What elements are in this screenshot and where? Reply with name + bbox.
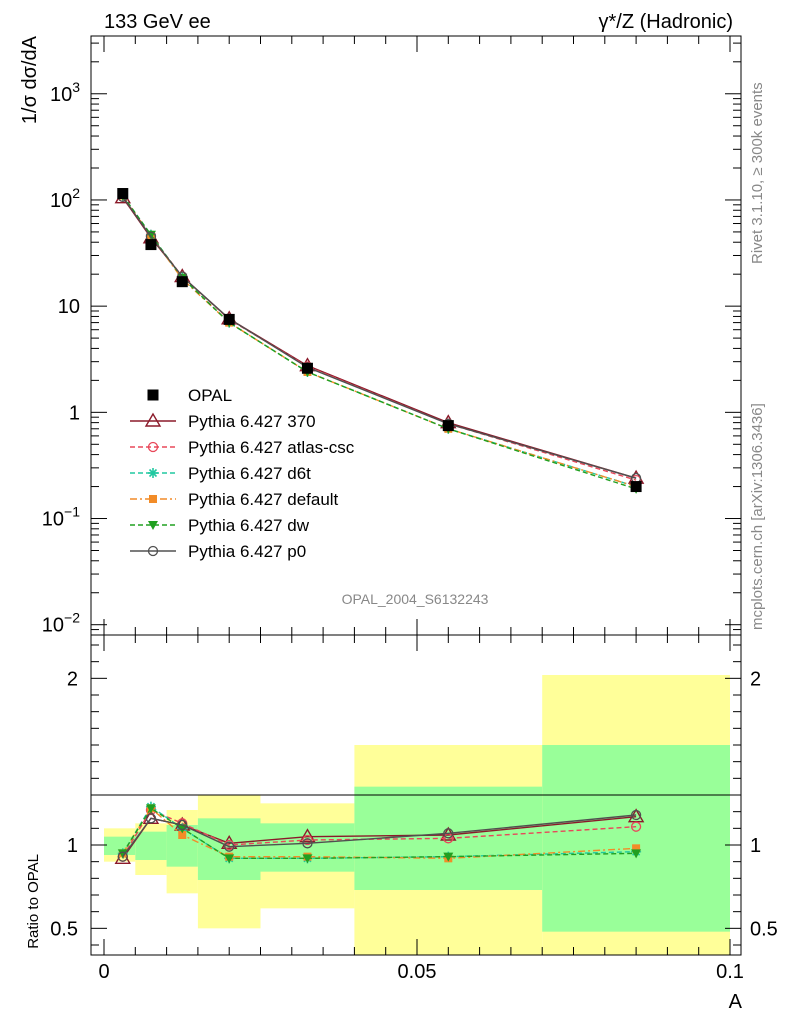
- x-tick-label: 0.05: [398, 961, 437, 983]
- ratio-point-dw: [145, 804, 156, 814]
- legend-item-default: Pythia 6.427 default: [130, 490, 339, 509]
- main-y-tick-label: 102: [50, 185, 80, 212]
- analysis-watermark: OPAL_2004_S6132243: [342, 591, 489, 607]
- ratio-point-p0: [177, 819, 188, 831]
- legend-label: Pythia 6.427 d6t: [188, 464, 311, 483]
- title-right: γ*/Z (Hadronic): [599, 11, 733, 33]
- ratio-series-dw: [117, 804, 642, 864]
- ratio-y-tick-labels: 2 2 1 1 0.5 0.5: [50, 668, 778, 940]
- ratio-band-inner: [135, 831, 167, 860]
- ratio-point-dw: [302, 854, 313, 864]
- x-tick-label: 0.1: [716, 961, 744, 983]
- ratio-point-p0: [145, 813, 157, 824]
- ratio-point-p0: [630, 809, 642, 821]
- ratio-line-p0: [122, 814, 637, 858]
- data-point-opal: [223, 313, 235, 325]
- data-point-opal: [145, 239, 157, 251]
- legend-label: Pythia 6.427 p0: [188, 542, 306, 561]
- ratio-line-atlas: [122, 809, 637, 858]
- ratio-y-tick-label-left: 1: [67, 835, 78, 857]
- ratio-point-dw: [443, 852, 454, 862]
- ratio-y-tick-label-right: 1: [750, 835, 761, 857]
- ratio-point-p0: [443, 828, 454, 839]
- ratio-error-bands: [104, 675, 730, 955]
- ratio-panel-frame: [90, 634, 742, 956]
- legend-marker: [147, 545, 159, 557]
- legend-item-dw: Pythia 6.427 dw: [130, 516, 310, 535]
- main-y-axis-label: 1/σ dσ/dA: [19, 35, 41, 124]
- data-point-opal: [176, 276, 188, 288]
- legend-label: OPAL: [188, 386, 232, 405]
- ratio-series-p0: [117, 809, 642, 862]
- legend-item-atlas: Pythia 6.427 atlas-csc: [130, 438, 355, 457]
- ratio-panel-series: [114, 801, 645, 865]
- legend-marker: [144, 412, 162, 427]
- ratio-point-default: [178, 831, 187, 839]
- data-point-opal: [117, 188, 129, 200]
- legend-item-d6t: Pythia 6.427 d6t: [130, 464, 311, 483]
- main-y-tick-label: 103: [50, 79, 80, 106]
- data-point-opal: [301, 362, 313, 374]
- series-opal: [117, 188, 642, 493]
- main-y-tick-label: 1: [69, 402, 80, 424]
- ratio-point-dw: [117, 849, 128, 859]
- series-line-p370: [122, 197, 637, 479]
- main-panel-series: [114, 188, 645, 494]
- ratio-panel-ticks: [91, 635, 741, 955]
- x-tick-labels: 0 0.05 0.1: [98, 961, 743, 983]
- legend-label: Pythia 6.427 atlas-csc: [188, 438, 355, 457]
- ratio-point-atlas: [630, 821, 642, 832]
- ratio-point-dw: [631, 849, 642, 859]
- title-left: 133 GeV ee: [104, 11, 211, 33]
- main-panel-ticks: [91, 36, 741, 636]
- ratio-point-p0: [224, 841, 235, 852]
- rivet-version-label: Rivet 3.1.10, ≥ 300k events: [749, 82, 766, 264]
- ratio-y-tick-label-left: 2: [67, 668, 78, 690]
- ratio-point-p0: [117, 851, 128, 862]
- ratio-y-tick-label-left: 0.5: [50, 918, 78, 940]
- legend-marker: [147, 389, 159, 401]
- data-point-opal: [442, 420, 454, 432]
- legend-item-opal: OPAL: [147, 386, 232, 405]
- mcplots-label: mcplots.cern.ch [arXiv:1306.3436]: [749, 403, 766, 630]
- legend-item-p0: Pythia 6.427 p0: [130, 542, 306, 561]
- main-y-tick-label: 10: [58, 296, 80, 318]
- ratio-y-tick-label-right: 0.5: [750, 918, 778, 940]
- legend-marker: [148, 468, 158, 478]
- data-point-opal: [630, 481, 642, 493]
- ratio-point-default: [632, 844, 641, 853]
- legend-marker: [149, 495, 157, 503]
- main-y-tick-label: 10−2: [42, 610, 80, 637]
- series-line-p0: [122, 196, 637, 479]
- legend-label: Pythia 6.427 370: [188, 412, 316, 431]
- x-axis-label: A: [729, 991, 743, 1013]
- legend-label: Pythia 6.427 dw: [188, 516, 310, 535]
- ratio-point-atlas: [302, 834, 313, 846]
- ratio-point-p370: [299, 828, 316, 843]
- ratio-band-inner: [542, 745, 730, 932]
- main-y-tick-label: 10−1: [42, 504, 80, 531]
- legend-marker: [148, 521, 158, 530]
- legend-item-p370: Pythia 6.427 370: [130, 412, 316, 431]
- legend-marker: [147, 441, 159, 453]
- ratio-point-dw: [224, 854, 235, 864]
- ratio-y-axis-label: Ratio to OPAL: [25, 854, 42, 949]
- x-tick-label: 0: [98, 961, 109, 983]
- legend: OPAL Pythia 6.427 370 Pythia 6.427 atlas-c…: [130, 386, 355, 561]
- legend-label: Pythia 6.427 default: [188, 490, 339, 509]
- ratio-y-tick-label-right: 2: [750, 668, 761, 690]
- ratio-point-p0: [302, 838, 313, 849]
